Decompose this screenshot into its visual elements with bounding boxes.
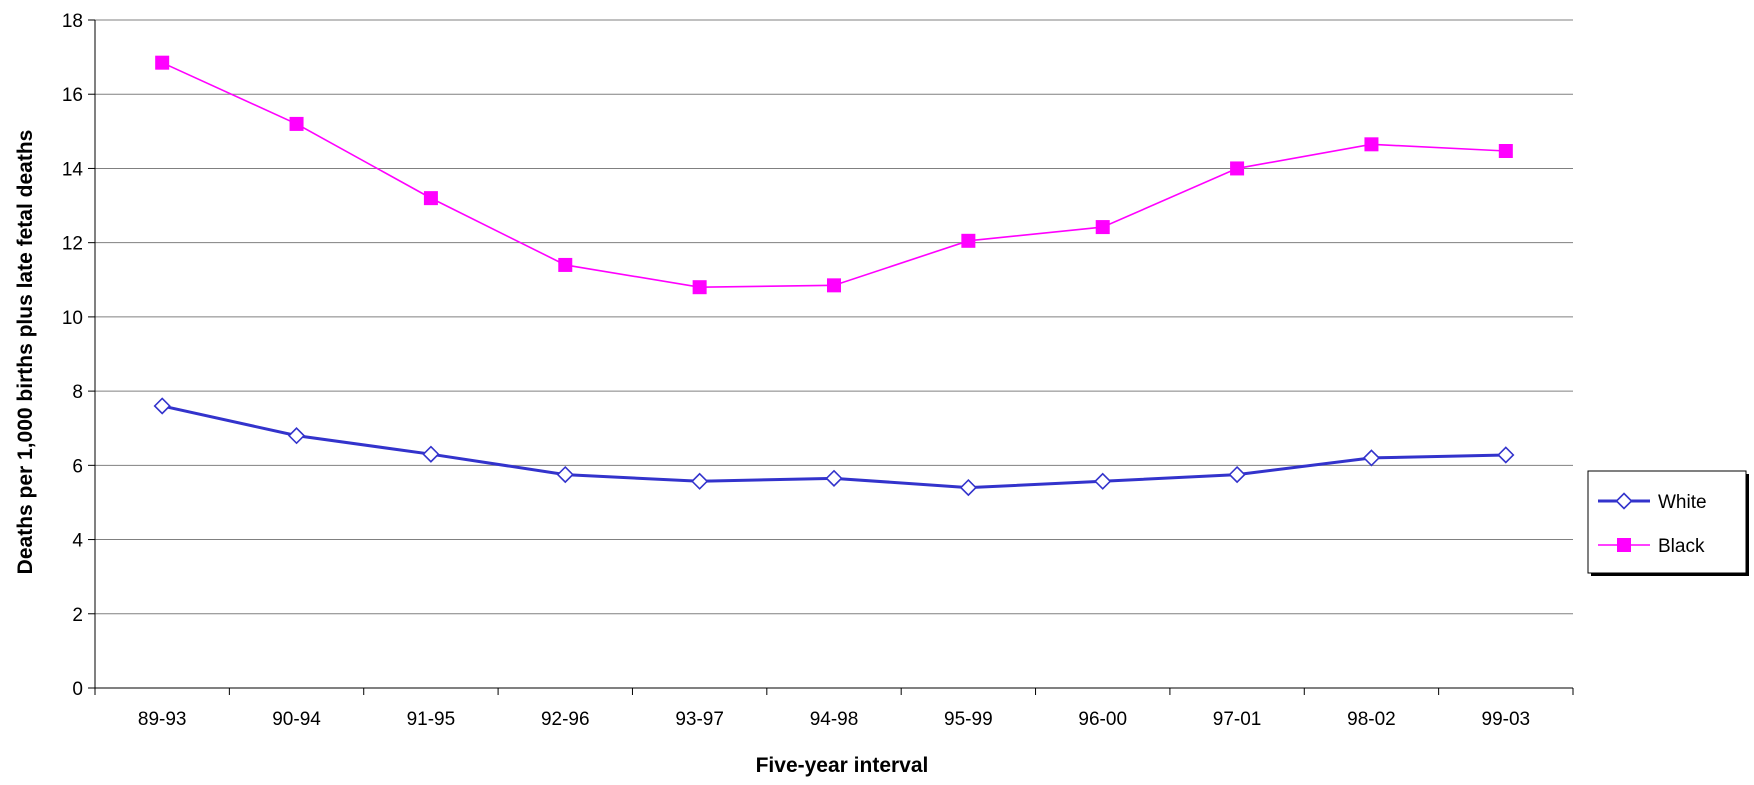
- x-tick-label: 92-96: [541, 709, 590, 730]
- x-tick-label: 99-03: [1482, 709, 1531, 730]
- data-point-black: [961, 233, 976, 248]
- y-tick-label: 10: [62, 308, 83, 329]
- data-point-black: [1230, 161, 1245, 176]
- data-point-black: [423, 191, 438, 206]
- y-axis-ticks: 0 2 4 6 8 10 12 14 16 18: [62, 11, 95, 700]
- data-point-black: [827, 278, 841, 293]
- data-point-white: [825, 469, 843, 487]
- x-tick-label: 96-00: [1078, 709, 1127, 730]
- gridlines: [95, 19, 1573, 615]
- axes: [94, 20, 1573, 689]
- data-point-white: [1228, 465, 1246, 484]
- legend-label: Black: [1658, 536, 1705, 557]
- x-tick-label: 93-97: [675, 709, 724, 730]
- x-tick-label: 95-99: [944, 709, 993, 730]
- data-point-white: [287, 427, 306, 445]
- x-tick-label: 90-94: [272, 709, 321, 730]
- x-axis-ticks: 89-93 90-94 91-95 92-96 93-97 94-98 95-99 96-00…: [94, 688, 1574, 730]
- y-tick-label: 0: [72, 679, 83, 700]
- data-point-black: [558, 257, 573, 272]
- x-axis-title: Five-year interval: [756, 754, 929, 777]
- data-point-black: [155, 55, 170, 70]
- y-tick-label: 4: [72, 531, 83, 552]
- series-white: [153, 397, 1515, 497]
- y-tick-label: 12: [62, 234, 83, 255]
- legend-swatch-marker: [1617, 538, 1631, 552]
- y-tick-label: 18: [62, 11, 83, 32]
- data-point-white: [1094, 472, 1112, 490]
- x-tick-label: 94-98: [810, 709, 859, 730]
- legend-label: White: [1658, 492, 1707, 513]
- series-layer: [153, 55, 1515, 497]
- legend: White Black: [1587, 470, 1749, 576]
- x-tick-label: 97-01: [1213, 709, 1262, 730]
- legend-box: [1587, 470, 1747, 574]
- series-black: [155, 55, 1513, 295]
- data-point-white: [422, 445, 440, 463]
- y-tick-label: 2: [72, 605, 83, 626]
- x-tick-label: 91-95: [407, 709, 456, 730]
- data-point-black: [692, 280, 707, 295]
- data-point-black: [1364, 137, 1379, 152]
- legend-swatch-marker: [1615, 492, 1633, 510]
- y-tick-label: 14: [62, 159, 84, 180]
- data-point-white: [556, 465, 574, 484]
- y-tick-label: 8: [72, 382, 83, 403]
- series-line-black: [161, 61, 1506, 289]
- data-point-white: [1497, 446, 1515, 464]
- data-point-white: [959, 478, 977, 497]
- data-point-white: [1362, 449, 1381, 467]
- y-tick-label: 6: [72, 456, 83, 477]
- data-point-black: [1498, 144, 1513, 159]
- y-axis-title: Deaths per 1,000 births plus late fetal …: [14, 130, 37, 575]
- data-point-black: [289, 116, 304, 131]
- data-point-white: [153, 397, 171, 415]
- data-point-black: [1095, 220, 1110, 235]
- legend-item-white: White: [1598, 492, 1707, 513]
- x-tick-label: 89-93: [138, 709, 187, 730]
- x-tick-label: 98-02: [1347, 709, 1396, 730]
- data-point-white: [691, 472, 709, 490]
- y-tick-label: 16: [62, 85, 83, 106]
- legend-item-black: Black: [1598, 536, 1705, 557]
